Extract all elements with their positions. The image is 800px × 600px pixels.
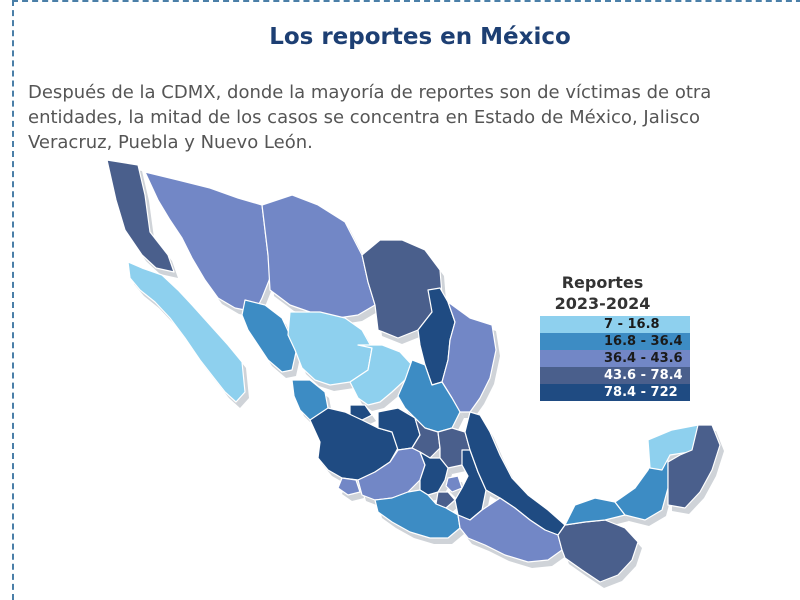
legend-title-line1: Reportes [561,273,644,292]
intro-line: entidades, la mitad de los casos se conc… [28,107,701,128]
mexico-choropleth-map [106,159,724,588]
state-zacatecas [349,344,413,406]
legend-list: 7 - 16.8 16.8 - 36.4 36.4 - 43.6 43.6 - … [540,316,750,401]
legend-item-class-3: 36.4 - 43.6 [540,350,690,367]
state-cdmx [445,475,463,493]
state-durango [287,311,373,386]
state-morelos [435,491,456,509]
legend-item-class-5: 78.4 - 722 [540,384,690,401]
map-states [106,159,721,583]
state-colima [337,477,361,496]
intro-paragraph: Después de la CDMX, donde la mayoría de … [28,80,800,155]
state-baja-california [106,159,175,273]
state-baja-california-sur [127,261,246,403]
page-title: Los reportes en México [269,24,571,50]
legend-item-class-1: 7 - 16.8 [540,316,690,333]
legend-item-class-2: 16.8 - 36.4 [540,333,690,350]
intro-line: Veracruz, Puebla y Nuevo León. [28,132,313,153]
state-chihuahua [261,194,376,319]
state-quintana-roo [667,424,721,509]
legend-title-line2: 2023-2024 [554,294,651,313]
legend-item-class-4: 43.6 - 78.4 [540,367,690,384]
map-legend: Reportes 2023-2024 7 - 16.8 16.8 - 36.4 … [540,272,750,401]
state-tamaulipas [441,301,497,413]
state-sinaloa [241,299,297,373]
dashed-frame [12,0,800,600]
state-aguascalientes [349,404,373,421]
intro-line: Después de la CDMX, donde la mayoría de … [28,82,712,103]
